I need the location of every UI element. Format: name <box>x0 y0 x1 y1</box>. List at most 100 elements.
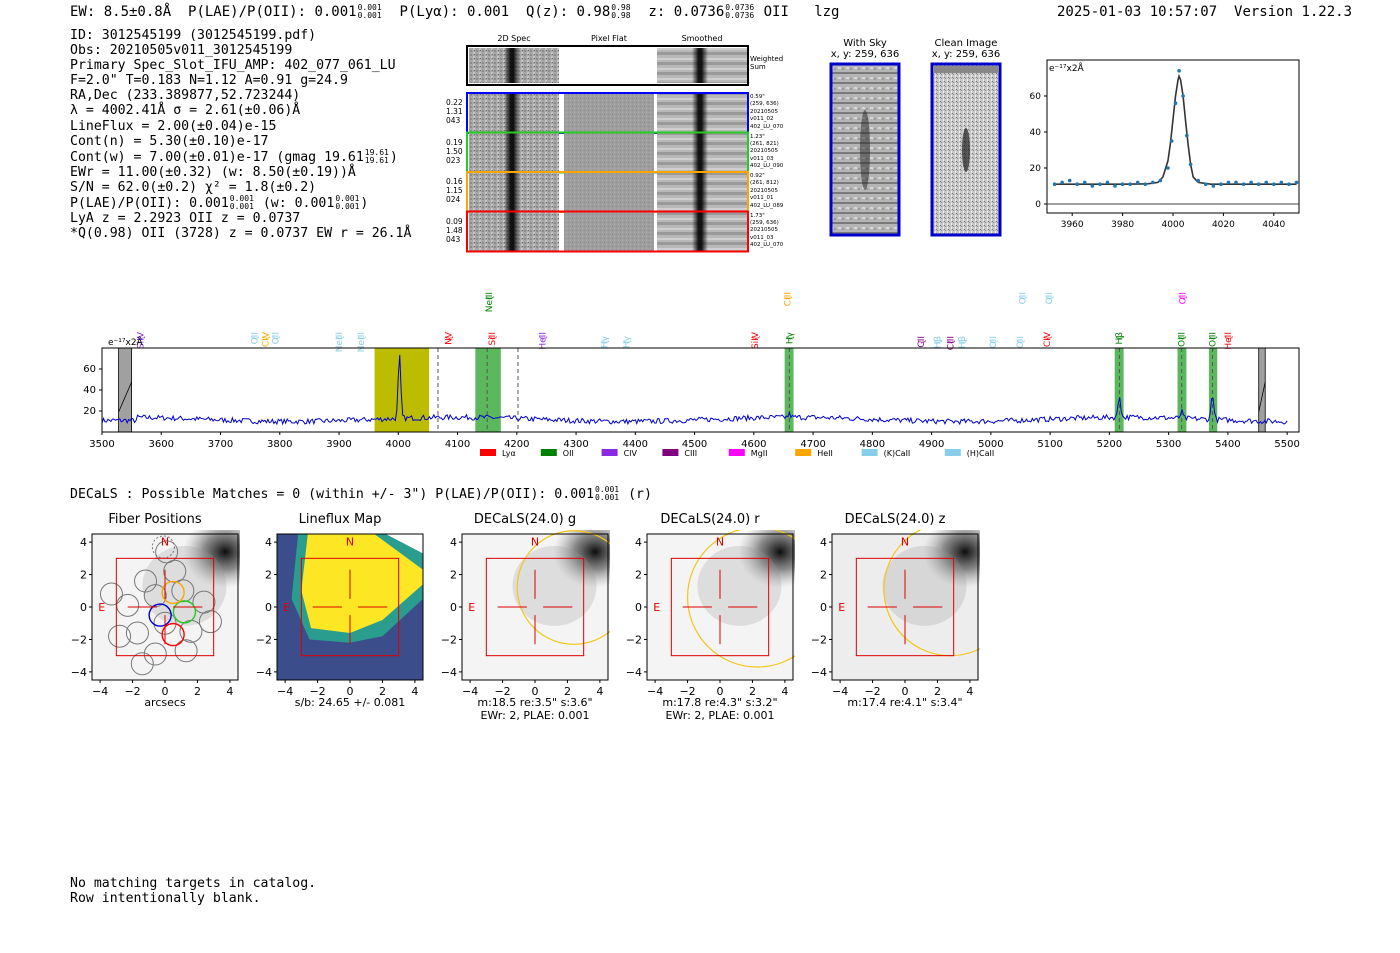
spectrum-line-label: CIII <box>784 292 794 306</box>
zoom-data-point <box>1090 184 1095 188</box>
clean-image-label: Clean Image <box>934 38 998 49</box>
panel-ytick-label: 0 <box>450 601 457 614</box>
cutout-right-value: (261, 812) <box>750 180 779 187</box>
decals-panel-caption2: EWr: 2, PLAE: 0.001 <box>480 709 590 722</box>
decals-panel-caption: arcsecs <box>144 696 186 709</box>
cutout-pixel-flat <box>564 173 654 211</box>
clean-image-title: Clean Image x, y: 259, 636 <box>919 38 1013 60</box>
zoom-data-point <box>1241 182 1246 186</box>
search-box <box>300 557 400 657</box>
info-id: ID: 3012545199 (3012545199.pdf) <box>70 28 317 43</box>
spectrum-mask-hatch <box>1258 381 1266 413</box>
zoom-data-point <box>1181 94 1185 98</box>
zoom-data-point <box>1272 182 1276 186</box>
panel-xtick-label: −2 <box>124 685 140 698</box>
legend-swatch <box>601 449 618 456</box>
fiber-green <box>172 600 197 624</box>
spectrum-line-label: OII <box>1016 336 1026 348</box>
spectrum-xtick-label: 4800 <box>860 439 885 450</box>
cutout-left-value: 0.22 <box>446 98 463 107</box>
legend-swatch <box>944 449 961 456</box>
info-plae-sup: 0.001 <box>229 194 254 204</box>
cutout-row <box>466 171 749 213</box>
zoom-data-point <box>1113 184 1117 188</box>
spectrum-line-label: NV <box>445 331 455 345</box>
panel-xtick-label: 0 <box>717 685 724 698</box>
legend-label: OII <box>563 449 574 458</box>
sky-images <box>829 62 1002 237</box>
fiber-circle <box>163 559 187 583</box>
zoom-data-point <box>1075 182 1080 186</box>
spectrum-masked-region <box>1258 347 1266 433</box>
spectrum-line-bracket: { <box>357 335 366 340</box>
spectrum-line <box>101 354 1288 426</box>
spectrum-xtick-label: 5200 <box>1097 439 1122 450</box>
east-label: E <box>98 601 105 614</box>
zoom-data-point <box>1173 101 1178 105</box>
spectrum-line-label: OII <box>250 332 260 344</box>
clean-image-coord: x, y: 259, 636 <box>931 49 1001 60</box>
zoom-data-point <box>1177 69 1181 73</box>
spectrum-line-label: SiIV <box>751 331 761 349</box>
spectrum-line-bracket: { <box>488 335 497 340</box>
panel-xtick-label: 0 <box>532 685 539 698</box>
cutout-right-value: v011_03 <box>750 155 774 162</box>
cutout-left-value: 023 <box>446 155 461 165</box>
zoom-data-point <box>1151 180 1155 185</box>
info-contw-sub: 19.61 <box>364 155 389 165</box>
footer-line2: Row intentionally blank. <box>70 891 261 906</box>
cutout-pixel-flat <box>564 212 654 251</box>
zoom-xtick-label: 4000 <box>1162 220 1185 230</box>
spectrum-line-label: CIV <box>1043 331 1053 347</box>
zoom-xtick-label: 3960 <box>1061 220 1084 230</box>
zoom-data-point <box>1203 182 1208 186</box>
panel-ytick-label: −4 <box>71 666 87 679</box>
panel-xtick-label: 4 <box>781 685 788 698</box>
spectrum-line-bracket: { <box>1016 339 1025 344</box>
spectrum-line-label: Hβ <box>934 336 944 349</box>
spectrum-shaded-region <box>475 348 501 432</box>
panel-xtick-label: 4 <box>411 685 418 698</box>
north-label: N <box>531 535 539 548</box>
header-timestamp: 2025-01-03 10:57:07 <box>1057 4 1218 20</box>
spectrum-xtick-label: 5300 <box>1156 439 1181 450</box>
panel-ytick-label: −4 <box>441 666 457 679</box>
spectrum-xtick-label: 4700 <box>800 439 825 450</box>
panel-ytick-label: 4 <box>265 536 272 549</box>
spectrum-line-label: Hγ <box>785 331 795 344</box>
decals-panel-title: DECaLS(24.0) g <box>473 512 577 527</box>
zoom-chart-frame <box>1046 59 1300 214</box>
decals-panel: Lineflux Map N E 4 2 0 −2 −4 −4 −2 0 2 4 s/b: 24.65 +… <box>255 512 425 727</box>
zoom-data-point <box>1234 180 1238 185</box>
cutout-right-value: v011_03 <box>750 234 774 241</box>
footer-line1: No matching targets in catalog. <box>70 876 317 891</box>
with-sky-label: With Sky <box>843 38 887 49</box>
panel-xtick-label: 2 <box>749 685 756 698</box>
panel-xtick-label: 4 <box>596 685 603 698</box>
cutout-row-left-values: 0.09 1.48 043 <box>446 217 463 244</box>
cutout-pixel-flat <box>564 133 654 172</box>
panel-ytick-label: 4 <box>80 536 87 549</box>
search-box <box>485 557 585 657</box>
header-version: Version 1.22.3 <box>1234 4 1353 20</box>
decals-panel-caption2: EWr: 2, PLAE: 0.001 <box>665 709 775 722</box>
zoom-data-point <box>1128 182 1132 186</box>
spectrum-xtick-label: 4000 <box>386 439 411 450</box>
info-sn: S/N = 62.0(±0.2) χ² = 1.8(±0.2) <box>70 179 317 195</box>
spectrum-ytick-label: 20 <box>83 406 96 417</box>
cutout-right-value: (261, 821) <box>750 140 779 147</box>
zoom-ytick-label: 0 <box>1035 200 1041 210</box>
galaxy-halo <box>882 545 967 626</box>
zoom-xtick-label: 4040 <box>1262 220 1285 230</box>
east-label: E <box>838 601 845 614</box>
cutout-2d-spot <box>504 173 520 211</box>
with-sky-title: With Sky x, y: 259, 636 <box>818 38 912 60</box>
cutout-pixel-flat <box>564 94 654 132</box>
legend-swatch <box>662 449 679 456</box>
panel-ytick-label: 0 <box>80 601 87 614</box>
cutout-row <box>466 92 749 134</box>
decals-panel-image: N E 4 2 0 −2 −4 −4 −2 0 2 4 <box>626 530 795 698</box>
legend-swatch <box>480 449 496 456</box>
spectrum-line-bracket: { <box>1043 335 1052 340</box>
cutout-col-smooth-label: Smoothed <box>656 34 748 43</box>
